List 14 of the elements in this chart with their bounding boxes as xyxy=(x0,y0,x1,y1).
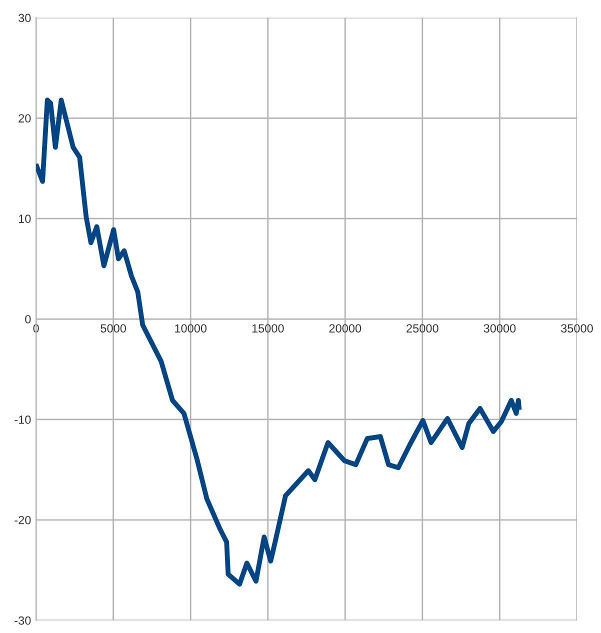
y-tick-label: 20 xyxy=(18,114,31,123)
x-tick-label: 25000 xyxy=(406,324,438,333)
x-tick-label: 20000 xyxy=(329,324,362,333)
y-tick-label: 0 xyxy=(25,315,31,324)
x-tick-label: 15000 xyxy=(252,324,284,333)
y-tick-label: 30 xyxy=(18,14,31,22)
y-tick-label: 10 xyxy=(18,214,31,223)
x-tick-label: 30000 xyxy=(484,324,516,333)
y-tick-label: -10 xyxy=(14,416,31,424)
y-tick-label: -30 xyxy=(14,616,31,625)
x-tick-label: 5000 xyxy=(100,324,126,333)
x-tick-label: 10000 xyxy=(175,324,207,333)
x-tick-label: 35000 xyxy=(561,324,593,333)
y-tick-label: -20 xyxy=(14,516,31,524)
